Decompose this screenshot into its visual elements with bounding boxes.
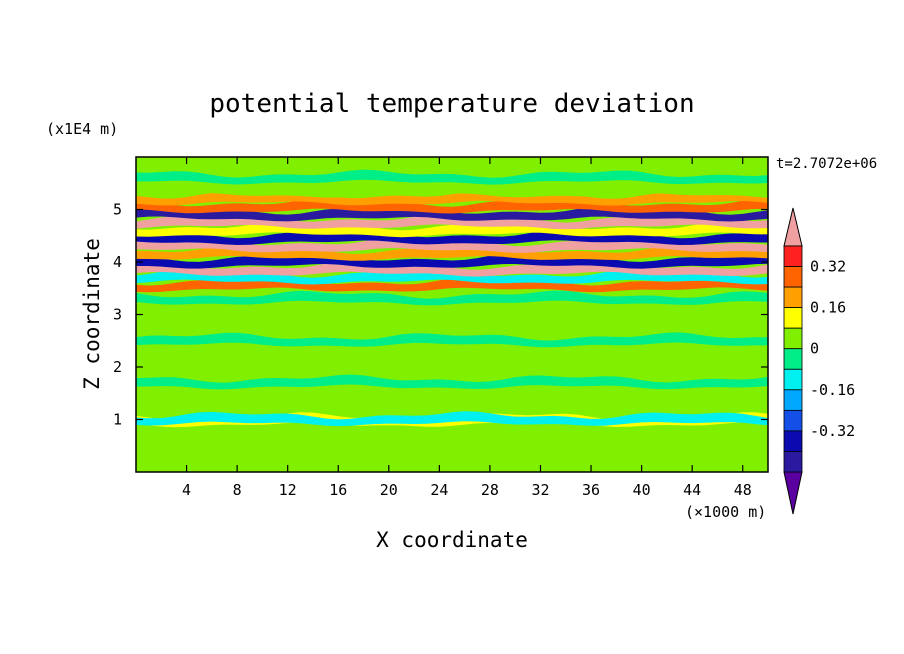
colorbar-box xyxy=(783,368,803,391)
y-unit-label: (x1E4 m) xyxy=(46,120,118,138)
colorbar-extend-max xyxy=(783,207,803,247)
y-axis-label: Z coordinate xyxy=(80,238,104,390)
contour-band xyxy=(136,169,768,185)
colorbar-box xyxy=(783,348,803,370)
contour-band xyxy=(136,290,768,306)
colorbar-box xyxy=(783,266,803,288)
x-tick-label: 24 xyxy=(430,481,448,499)
x-axis-label: X coordinate xyxy=(376,528,528,552)
x-tick-label: 48 xyxy=(734,481,752,499)
y-tick-label: 1 xyxy=(113,411,122,429)
contour-band xyxy=(136,311,768,327)
colorbar-box xyxy=(783,286,803,309)
contour-band xyxy=(136,182,768,198)
x-unit-label: (×1000 m) xyxy=(685,503,766,521)
colorbar-box xyxy=(783,389,803,411)
colorbar-box xyxy=(783,307,803,329)
colorbar-extend-min xyxy=(783,471,803,515)
colorbar-tick-label: -0.32 xyxy=(810,422,855,440)
contour-band xyxy=(136,198,768,214)
colorbar-tick-label: 0 xyxy=(810,340,819,358)
y-tick-label: 3 xyxy=(113,306,122,324)
colorbar-box xyxy=(783,430,803,452)
colorbar-tick-label: 0.32 xyxy=(810,258,846,276)
x-tick-label: 16 xyxy=(329,481,347,499)
x-tick-label: 44 xyxy=(683,481,701,499)
contour-band xyxy=(136,332,768,348)
contour-band xyxy=(136,440,768,455)
y-tick-label: 5 xyxy=(113,201,122,219)
x-tick-label: 40 xyxy=(633,481,651,499)
contour-band xyxy=(136,424,768,440)
x-tick-label: 4 xyxy=(182,481,191,499)
time-label: t=2.7072e+06 xyxy=(776,156,877,172)
x-tick-label: 32 xyxy=(531,481,549,499)
colorbar-box xyxy=(783,327,803,350)
colorbar-box xyxy=(783,409,803,432)
colorbar-box xyxy=(783,451,803,473)
contour-band xyxy=(136,214,768,230)
contour-band xyxy=(136,269,768,285)
colorbar: 0.32 0.16 0 -0.16 -0.32 xyxy=(783,207,855,515)
x-tick-label: 36 xyxy=(582,481,600,499)
x-tick-label: 28 xyxy=(481,481,499,499)
y-axis: 1 2 3 4 5 xyxy=(113,201,768,429)
contour-band xyxy=(136,374,768,390)
colorbar-tick-label: -0.16 xyxy=(810,381,855,399)
contour-band xyxy=(136,395,768,411)
colorbar-box xyxy=(783,245,803,267)
colorbar-tick-label: 0.16 xyxy=(810,299,846,317)
y-tick-label: 4 xyxy=(113,253,122,271)
contour-band xyxy=(136,353,768,369)
x-tick-label: 8 xyxy=(233,481,242,499)
x-tick-label: 20 xyxy=(380,481,398,499)
contour-field xyxy=(136,157,768,455)
contour-band xyxy=(136,411,768,427)
x-tick-label: 12 xyxy=(279,481,297,499)
contour-band xyxy=(136,157,768,172)
y-tick-label: 2 xyxy=(113,358,122,376)
x-axis: 4 8 12 16 20 24 28 32 36 40 44 48 xyxy=(182,157,752,499)
chart-title: potential temperature deviation xyxy=(209,89,694,119)
